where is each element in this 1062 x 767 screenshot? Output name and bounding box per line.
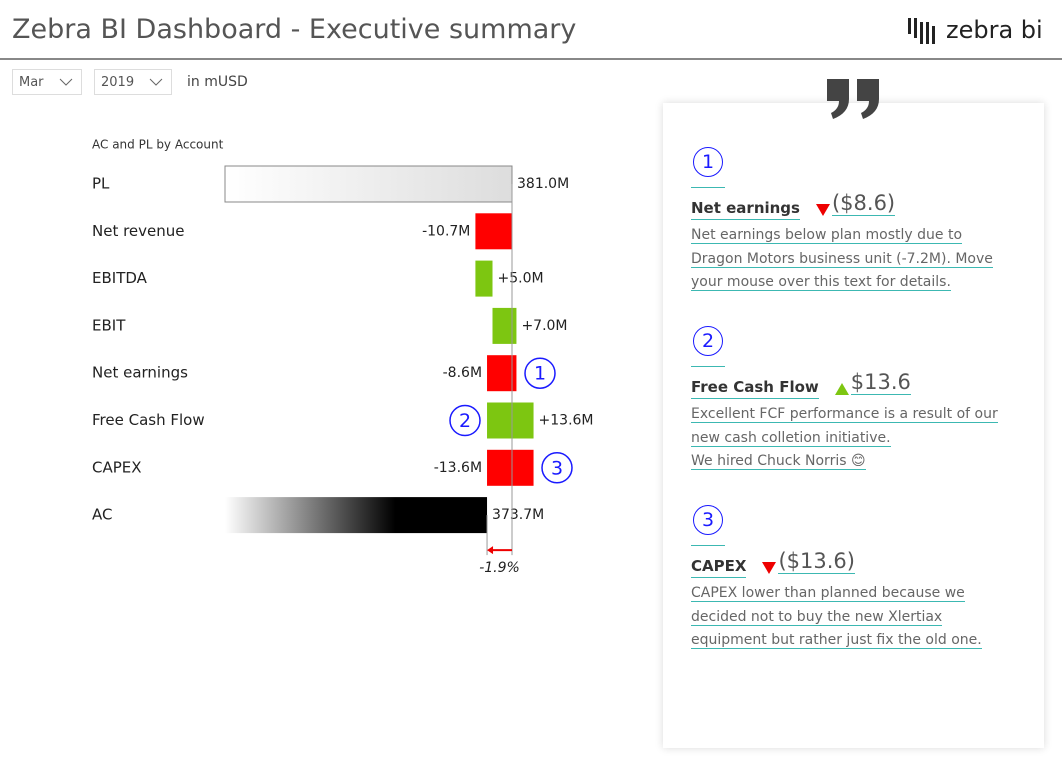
callout-circle xyxy=(449,404,481,437)
category-label: AC xyxy=(92,506,112,524)
category-label: CAPEX xyxy=(92,458,142,476)
logo-text: zebra bi xyxy=(946,16,1043,44)
value-label: -13.6M xyxy=(434,460,482,476)
delta-bar xyxy=(487,402,534,439)
category-label: EBIT xyxy=(92,316,126,334)
year-dropdown[interactable]: 2019 xyxy=(94,69,172,95)
comment-number: 3 xyxy=(693,505,723,535)
page-title: Zebra BI Dashboard - Executive summary xyxy=(12,14,577,45)
value-label: 381.0M xyxy=(517,176,569,192)
comment-line: Dragon Motors business unit (-7.2M). Mov… xyxy=(691,250,993,268)
comment-delta: ($8.6) xyxy=(831,191,896,216)
quote-icon xyxy=(827,79,879,119)
variance-arrowhead xyxy=(487,546,494,555)
comment-title: Net earnings xyxy=(691,199,800,220)
comment-line: your mouse over this text for details. xyxy=(691,274,951,291)
underline xyxy=(691,545,725,546)
comment-line: We hired Chuck Norris 😊 xyxy=(691,453,866,470)
delta-bar xyxy=(492,307,517,344)
value-label: -10.7M xyxy=(422,223,470,239)
unit-label: in mUSD xyxy=(187,74,248,90)
header-rule xyxy=(0,58,1062,60)
category-label: Net revenue xyxy=(92,222,185,240)
category-label: Free Cash Flow xyxy=(92,411,205,429)
comment-delta: $13.6 xyxy=(850,370,911,395)
category-label: Net earnings xyxy=(92,364,188,382)
delta-bar xyxy=(475,260,493,297)
category-label: PL xyxy=(92,175,110,193)
delta-bar xyxy=(487,449,534,486)
underline xyxy=(691,366,725,367)
callout-number: 1 xyxy=(534,363,546,385)
category-label: EBITDA xyxy=(92,269,148,287)
underline xyxy=(691,187,725,188)
comment-line: equipment but rather just fix the old on… xyxy=(691,632,982,649)
trend-down xyxy=(762,562,777,574)
chevron xyxy=(149,78,163,86)
value-label: +13.6M xyxy=(539,413,594,429)
callout-number: 2 xyxy=(459,410,471,432)
delta-bar xyxy=(475,213,512,250)
callout-circle xyxy=(541,452,573,484)
comment-line: new cash colletion initiative. xyxy=(691,429,891,447)
comment-line: Excellent FCF performance is a result of… xyxy=(691,406,998,423)
chevron xyxy=(59,78,73,86)
variance-label: -1.9% xyxy=(479,560,520,576)
month-dropdown[interactable]: Mar xyxy=(12,69,82,95)
comment-delta: ($13.6) xyxy=(778,549,855,574)
year-value: 2019 xyxy=(101,75,135,90)
value-label: +7.0M xyxy=(521,318,567,334)
callout-circle xyxy=(524,357,556,389)
comments-panel: 1 Net earnings ($8.6) Net earnings below pl… xyxy=(663,79,1044,748)
trend-down xyxy=(815,204,830,216)
value-label: -8.6M xyxy=(443,365,482,381)
callout-number: 3 xyxy=(551,457,563,479)
comment-title: Free Cash Flow xyxy=(691,378,819,399)
chart-title: AC and PL by Account xyxy=(92,138,224,152)
comment-title: CAPEX xyxy=(691,557,747,578)
total-bar xyxy=(225,497,488,534)
comment-line: CAPEX lower than planned because we xyxy=(691,585,965,602)
month-value: Mar xyxy=(19,75,44,90)
value-label: +5.0M xyxy=(498,271,544,287)
comment-line: Net earnings below plan mostly due to xyxy=(691,227,963,244)
comment-number: 2 xyxy=(693,326,723,356)
comment-number: 1 xyxy=(693,147,723,177)
total-bar xyxy=(224,165,513,203)
trend-up xyxy=(834,383,849,395)
comment-line: decided not to buy the new Xlertiax xyxy=(691,608,943,626)
logo-icon xyxy=(908,18,935,44)
value-label: 373.7M xyxy=(492,507,544,523)
waterfall-chart: AC and PL by Account PL 381.0M Net revenue… xyxy=(92,138,594,577)
